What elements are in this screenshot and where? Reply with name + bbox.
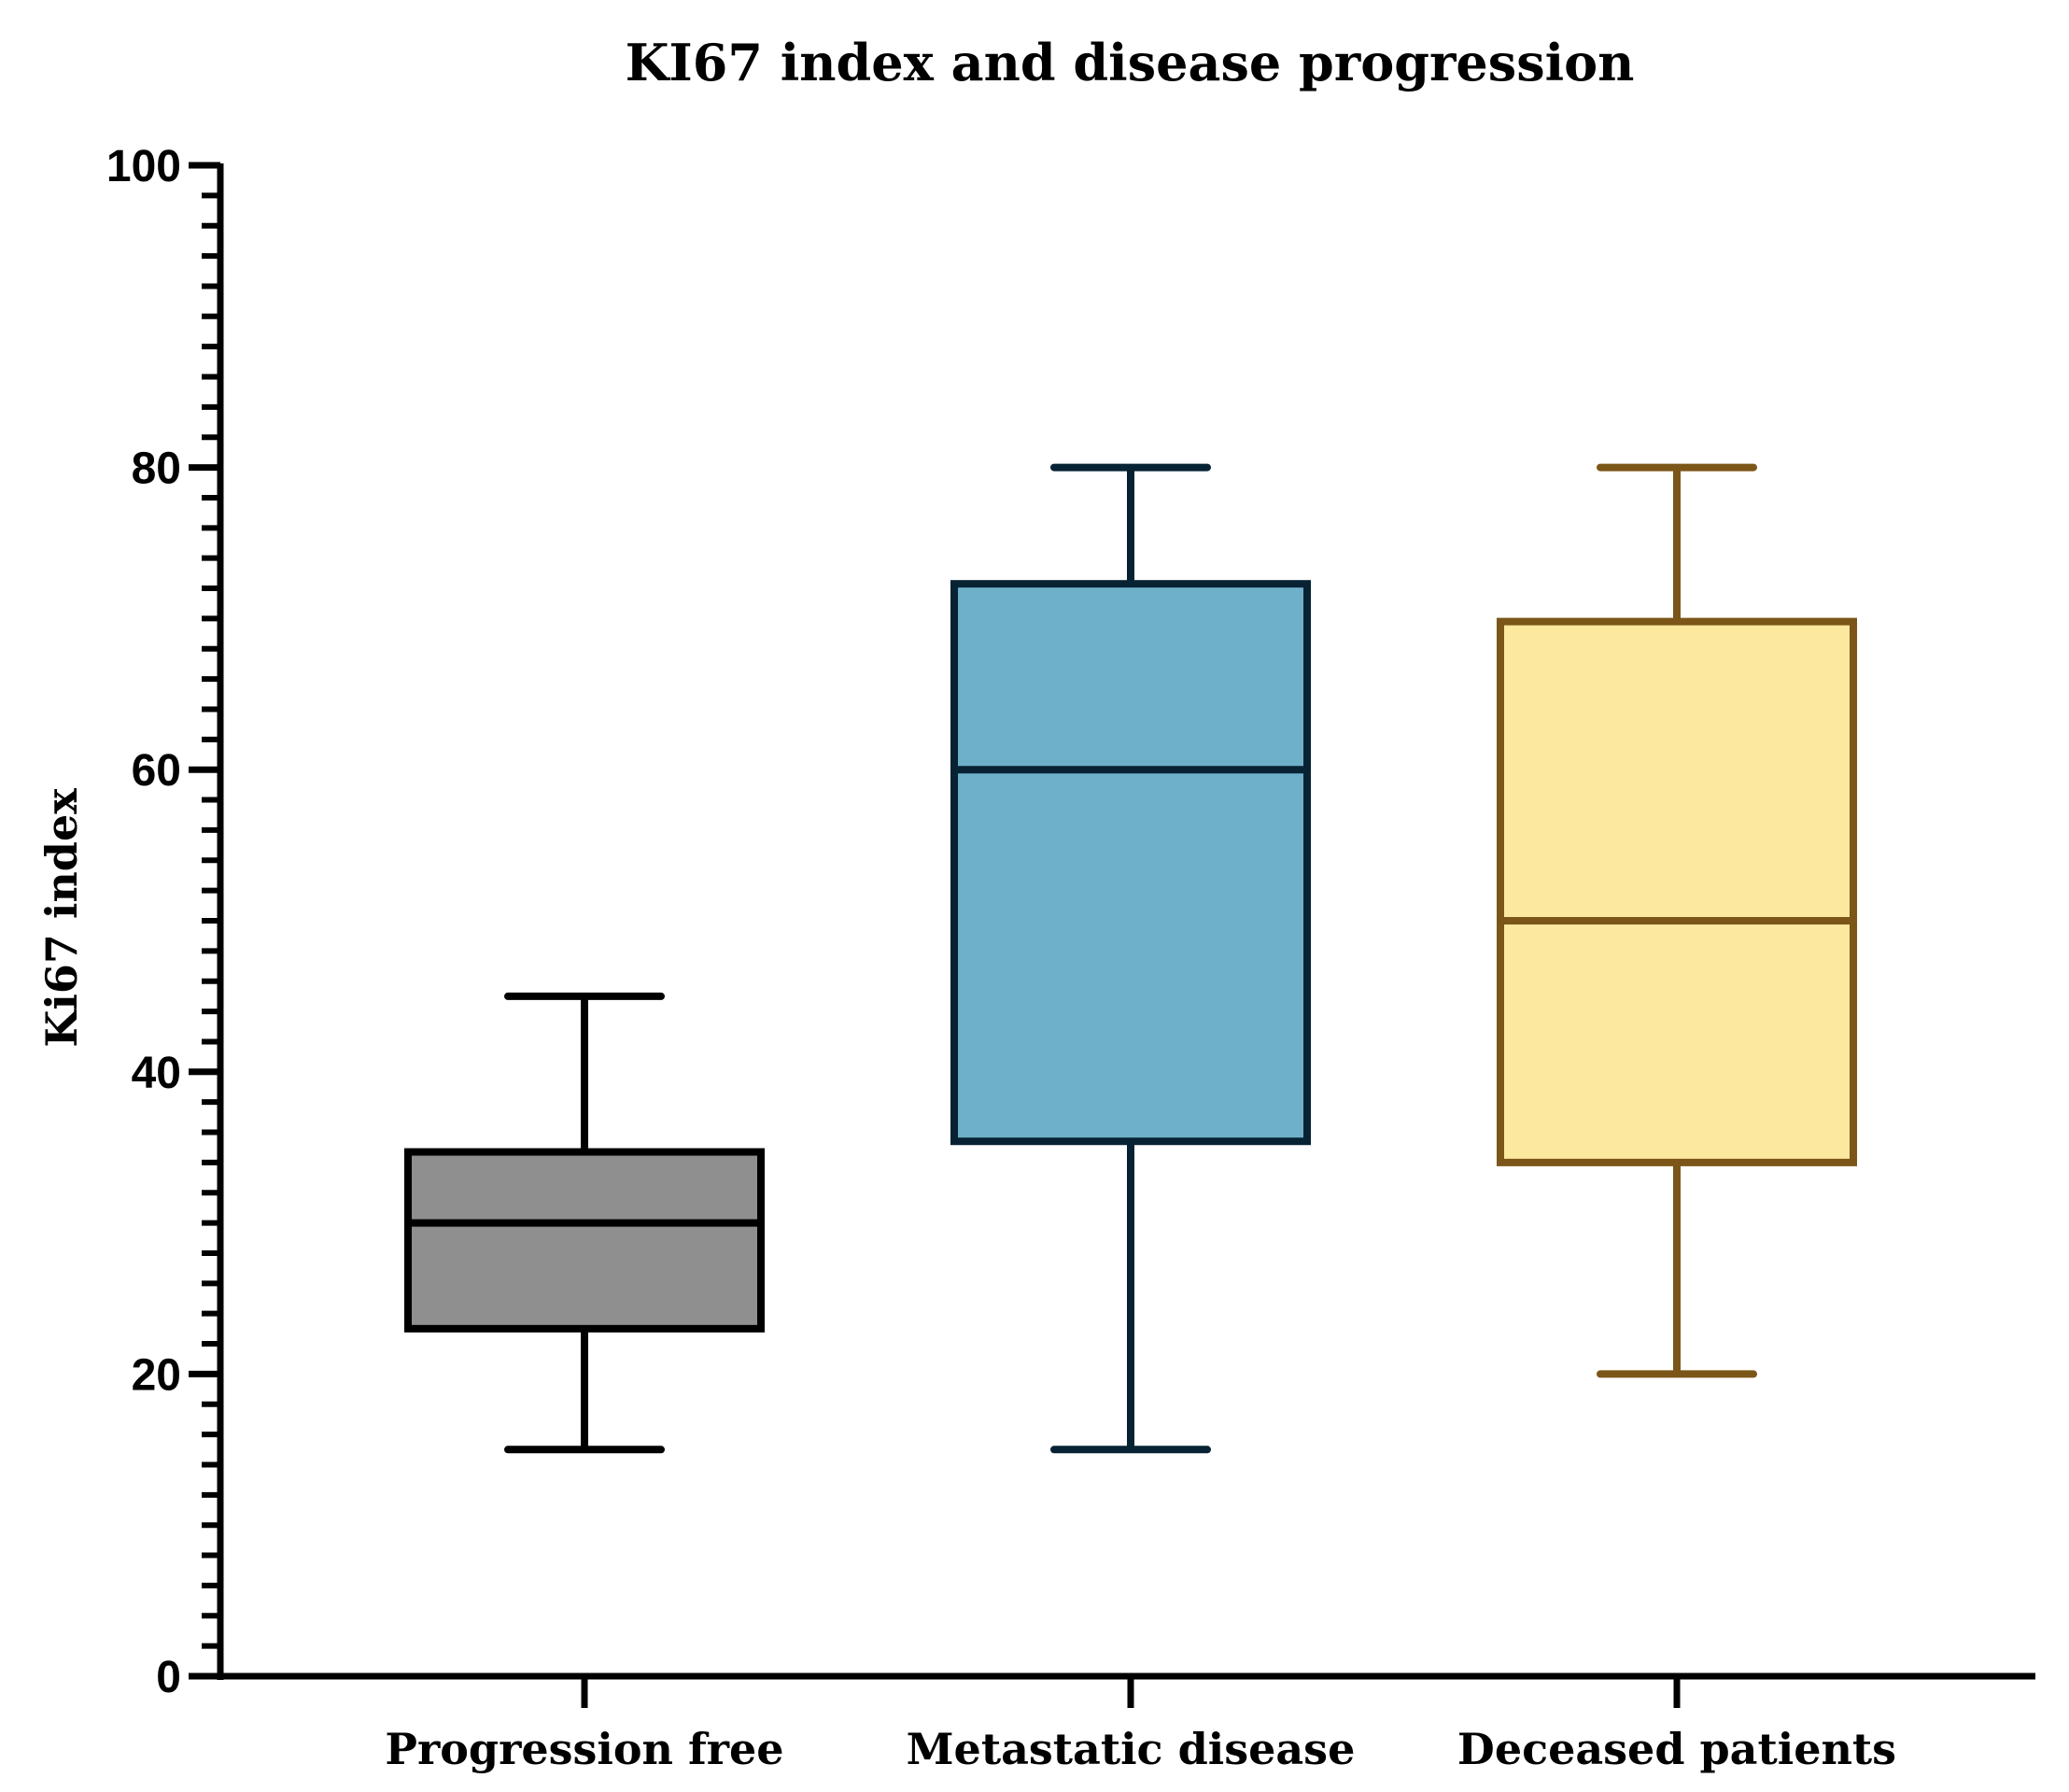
box-progression-free [404,992,765,1454]
x-tick-label: Metastatic disease [907,1724,1356,1774]
y-tick-label: 0 [156,1653,181,1702]
y-tick-label: 60 [132,746,181,796]
chart-title: KI67 index and disease progression [626,33,1635,92]
iqr-box [1497,617,1857,1166]
box-series-group [404,463,1857,1454]
y-tick-label: 20 [132,1350,181,1400]
x-axis: Progression free Metastatic disease Deceas… [218,1672,2035,1774]
y-tick-label: 100 [106,142,181,191]
x-tick-label: Deceased patients [1457,1724,1896,1774]
y-tick-label: 80 [132,444,181,494]
y-axis: 0 20 40 60 80 100 [106,142,224,1702]
box-deceased-patients [1497,463,1857,1378]
box-metastatic-disease [950,463,1311,1454]
iqr-box [950,580,1311,1146]
iqr-box [404,1148,765,1333]
x-tick-label: Progression free [385,1724,783,1774]
y-axis-label: Ki67 index [36,788,87,1048]
y-tick-label: 40 [132,1049,181,1098]
